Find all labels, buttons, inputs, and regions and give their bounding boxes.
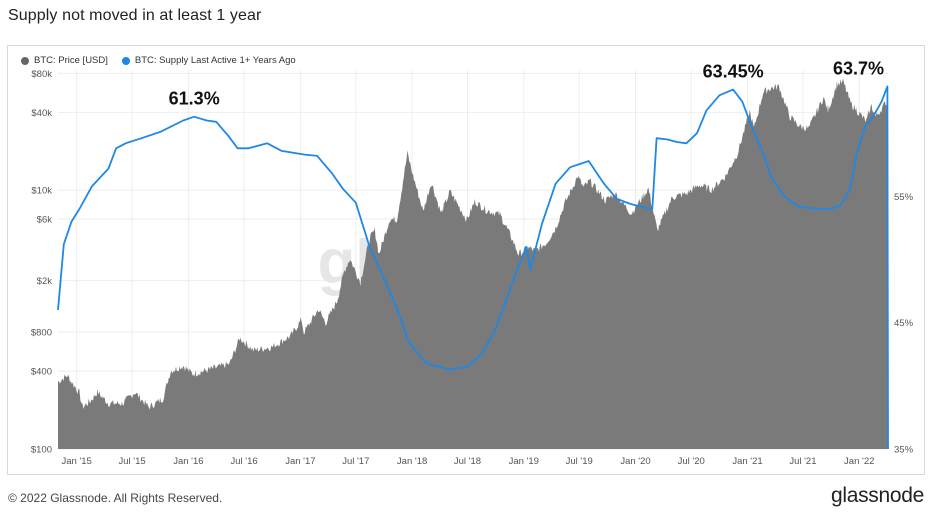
x-tick-label: Jan '15 <box>61 456 91 467</box>
x-tick-label: Jul '15 <box>118 456 145 467</box>
legend-item-price[interactable]: BTC: Price [USD] <box>21 55 108 66</box>
y-right-tick-label: 55% <box>894 192 914 203</box>
x-tick-label: Jan '16 <box>173 456 203 467</box>
x-tick-label: Jul '21 <box>789 456 816 467</box>
annotation-label: 61.3% <box>169 89 220 109</box>
y-left-tick-label: $6k <box>37 214 53 225</box>
glassnode-logo[interactable]: glassnode <box>830 484 924 507</box>
y-left-tick-label: $400 <box>31 367 52 378</box>
x-tick-label: Jul '17 <box>342 456 369 467</box>
annotation-layer: 61.3% 63.45% 63.7% <box>169 58 884 108</box>
footer-copyright: © 2022 Glassnode. All Rights Reserved. <box>8 491 223 505</box>
x-tick-label: Jul '19 <box>566 456 593 467</box>
page-title: Supply not moved in at least 1 year <box>8 7 262 24</box>
x-tick-label: Jul '18 <box>454 456 481 467</box>
annotation-label: 63.45% <box>703 62 764 82</box>
chart-frame <box>7 45 925 475</box>
supply-line <box>57 85 889 450</box>
y-right-tick-label: 35% <box>894 445 914 456</box>
price-area <box>58 79 888 449</box>
x-tick-label: Jul '16 <box>230 456 257 467</box>
y-left-tick-label: $40k <box>31 108 52 119</box>
y-left-tick-label: $80k <box>31 69 52 80</box>
y-left-tick-label: $10k <box>31 186 52 197</box>
chart-legend[interactable]: BTC: Price [USD] BTC: Supply Last Active… <box>21 55 296 66</box>
y-left-tick-label: $800 <box>31 328 52 339</box>
legend-dot-supply <box>121 56 130 65</box>
x-tick-label: Jan '19 <box>509 456 539 467</box>
legend-label-supply: BTC: Supply Last Active 1+ Years Ago <box>134 55 296 66</box>
y-left-tick-label: $100 <box>31 445 52 456</box>
y-left-tick-label: $2k <box>37 276 53 287</box>
y-right-tick-label: 45% <box>894 318 914 329</box>
x-tick-label: Jul '20 <box>678 456 705 467</box>
axis-layer: $100 $400 $800 $2k $6k $10k $40k $80k 35% 45% 55% J… <box>31 69 914 467</box>
x-tick-label: Jan '18 <box>397 456 427 467</box>
annotation-label: 63.7% <box>833 58 884 78</box>
legend-dot-price <box>21 56 29 65</box>
price-layer <box>58 79 888 449</box>
x-tick-label: Jan '22 <box>844 456 874 467</box>
legend-label-price: BTC: Price [USD] <box>34 55 108 66</box>
legend-item-supply[interactable]: BTC: Supply Last Active 1+ Years Ago <box>121 55 296 66</box>
x-tick-label: Jan '17 <box>285 456 315 467</box>
x-tick-label: Jan '21 <box>732 456 762 467</box>
supply-layer <box>57 85 889 450</box>
x-tick-label: Jan '20 <box>620 456 650 467</box>
